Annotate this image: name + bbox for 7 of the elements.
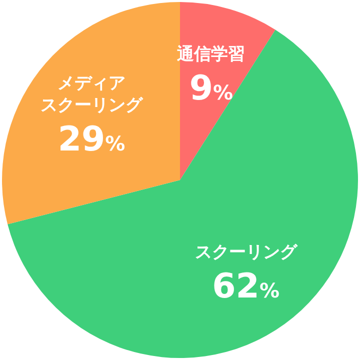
slice-label: 通信学習 — [176, 44, 246, 64]
data-label: 29% — [58, 119, 126, 160]
data-label: 62% — [212, 266, 280, 307]
pie-slice — [8, 30, 358, 358]
slice-label: スクーリング — [194, 242, 298, 263]
data-label: 9% — [189, 68, 234, 108]
slice-label: メディアスクーリング — [40, 73, 144, 116]
